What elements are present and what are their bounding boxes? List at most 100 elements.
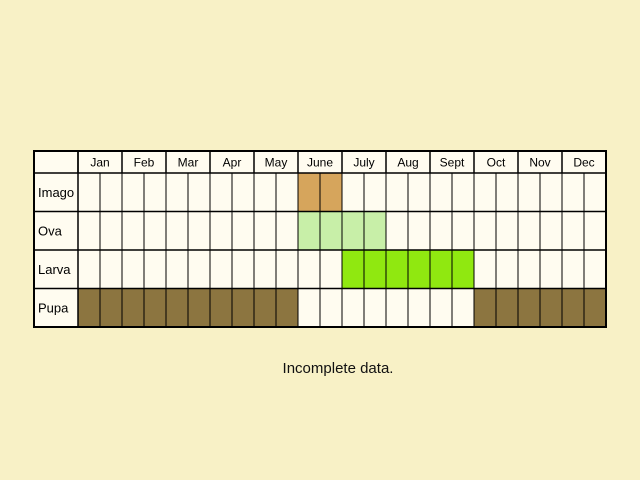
cell-ova-15 [407, 211, 431, 251]
row-label-imago: Imago [38, 185, 74, 200]
cell-imago-4 [165, 172, 189, 212]
cell-pupa-10 [297, 288, 321, 328]
cell-ova-9 [275, 211, 299, 251]
cell-larva-7 [231, 249, 255, 289]
month-label-feb: Feb [134, 156, 155, 170]
cell-ova-0 [77, 211, 101, 251]
cell-ova-4 [165, 211, 189, 251]
cell-imago-3 [143, 172, 167, 212]
cell-pupa-21 [539, 288, 563, 328]
cell-pupa-17 [451, 288, 475, 328]
cell-pupa-12 [341, 288, 365, 328]
month-label-dec: Dec [573, 156, 594, 170]
cell-ova-5 [187, 211, 211, 251]
cell-pupa-11 [319, 288, 343, 328]
month-label-aug: Aug [397, 156, 418, 170]
cell-larva-20 [517, 249, 541, 289]
cell-ova-2 [121, 211, 145, 251]
cell-pupa-5 [187, 288, 211, 328]
cell-ova-11 [319, 211, 343, 251]
cell-larva-5 [187, 249, 211, 289]
cell-ova-23 [583, 211, 607, 251]
cell-imago-5 [187, 172, 211, 212]
cell-pupa-22 [561, 288, 585, 328]
cell-imago-0 [77, 172, 101, 212]
cell-imago-18 [473, 172, 497, 212]
month-label-jan: Jan [90, 156, 109, 170]
cell-ova-14 [385, 211, 409, 251]
month-label-apr: Apr [223, 156, 242, 170]
cell-imago-9 [275, 172, 299, 212]
cell-larva-13 [363, 249, 387, 289]
cell-ova-10 [297, 211, 321, 251]
cell-larva-19 [495, 249, 519, 289]
cell-imago-12 [341, 172, 365, 212]
month-label-nov: Nov [529, 156, 550, 170]
cell-pupa-0 [77, 288, 101, 328]
cell-larva-9 [275, 249, 299, 289]
cell-ova-22 [561, 211, 585, 251]
cell-ova-18 [473, 211, 497, 251]
cell-larva-15 [407, 249, 431, 289]
cell-pupa-8 [253, 288, 277, 328]
cell-larva-17 [451, 249, 475, 289]
cell-larva-2 [121, 249, 145, 289]
cell-ova-20 [517, 211, 541, 251]
cell-imago-17 [451, 172, 475, 212]
cell-ova-16 [429, 211, 453, 251]
cell-imago-16 [429, 172, 453, 212]
cell-imago-22 [561, 172, 585, 212]
cell-pupa-1 [99, 288, 123, 328]
cell-larva-1 [99, 249, 123, 289]
cell-pupa-3 [143, 288, 167, 328]
month-label-june: June [307, 156, 333, 170]
row-label-ova: Ova [38, 223, 63, 238]
cell-ova-7 [231, 211, 255, 251]
cell-imago-11 [319, 172, 343, 212]
cell-imago-10 [297, 172, 321, 212]
cell-pupa-19 [495, 288, 519, 328]
cell-imago-19 [495, 172, 519, 212]
cell-larva-22 [561, 249, 585, 289]
cell-larva-21 [539, 249, 563, 289]
cell-larva-4 [165, 249, 189, 289]
row-label-larva: Larva [38, 262, 71, 277]
cell-pupa-20 [517, 288, 541, 328]
cell-pupa-15 [407, 288, 431, 328]
cell-larva-0 [77, 249, 101, 289]
cell-ova-21 [539, 211, 563, 251]
cell-ova-19 [495, 211, 519, 251]
month-label-mar: Mar [178, 156, 199, 170]
cell-imago-8 [253, 172, 277, 212]
cell-pupa-2 [121, 288, 145, 328]
table-border [33, 150, 607, 328]
month-label-may: May [265, 156, 288, 170]
cell-imago-14 [385, 172, 409, 212]
cell-pupa-18 [473, 288, 497, 328]
cell-imago-20 [517, 172, 541, 212]
cell-ova-8 [253, 211, 277, 251]
month-label-sept: Sept [440, 156, 465, 170]
cell-ova-3 [143, 211, 167, 251]
cell-larva-12 [341, 249, 365, 289]
cell-imago-7 [231, 172, 255, 212]
cell-pupa-9 [275, 288, 299, 328]
cell-ova-17 [451, 211, 475, 251]
cell-ova-12 [341, 211, 365, 251]
cell-pupa-6 [209, 288, 233, 328]
cell-pupa-23 [583, 288, 607, 328]
cell-larva-14 [385, 249, 409, 289]
cell-ova-6 [209, 211, 233, 251]
cell-pupa-16 [429, 288, 453, 328]
month-label-july: July [353, 156, 374, 170]
cell-ova-1 [99, 211, 123, 251]
cell-larva-16 [429, 249, 453, 289]
cell-imago-21 [539, 172, 563, 212]
cell-imago-23 [583, 172, 607, 212]
footnote: Incomplete data. [282, 360, 394, 377]
cell-ova-13 [363, 211, 387, 251]
cell-pupa-4 [165, 288, 189, 328]
cell-imago-1 [99, 172, 123, 212]
cell-larva-11 [319, 249, 343, 289]
